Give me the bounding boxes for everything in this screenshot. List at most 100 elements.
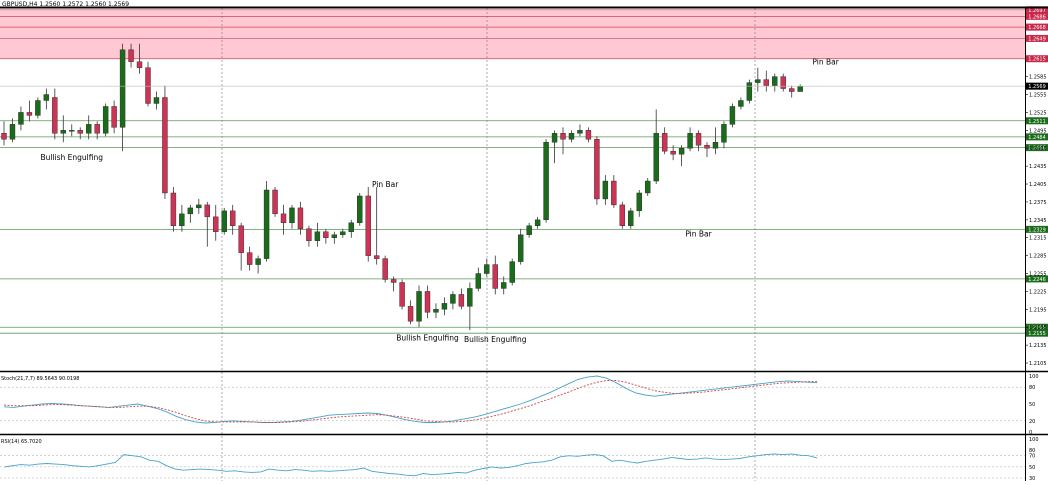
bear-candle <box>52 97 58 134</box>
bear-candle <box>407 306 414 322</box>
rsi-tick-label: 80 <box>1029 448 1035 454</box>
bull-candle <box>18 112 24 125</box>
price-tick-label: 1.2405 <box>1029 182 1047 188</box>
bull-candle <box>568 133 575 140</box>
price-tick-label: 1.2285 <box>1029 254 1047 260</box>
bull-candle <box>255 258 261 265</box>
bull-candle <box>331 234 338 238</box>
bull-candle <box>289 207 295 224</box>
price-tick-label: 1.2555 <box>1029 93 1047 99</box>
bull-candle <box>187 207 194 215</box>
stoch-tick-label: 0 <box>1029 430 1032 436</box>
bull-candle <box>551 133 558 143</box>
current-price-bg <box>1026 82 1048 90</box>
bear-candle <box>585 130 592 140</box>
bear-candle <box>111 106 117 128</box>
pattern-label: Pin Bar <box>685 230 712 239</box>
bull-candle <box>687 133 693 149</box>
bear-candle <box>77 130 83 134</box>
bear-candle <box>272 189 278 215</box>
stochastic-panel: Stoch(21,7,7) 89.5643 90.0198 100 80 50 20 0 <box>0 374 1039 436</box>
pattern-annotations: Bullish Engulfing Pin Bar Bullish Engulfin… <box>40 58 839 344</box>
bear-candle <box>128 49 134 62</box>
bull-candle <box>543 142 549 221</box>
stoch-tick-label: 20 <box>1029 419 1035 425</box>
bull-candle <box>153 97 160 104</box>
bear-candle <box>162 97 168 194</box>
bear-candle <box>780 76 786 89</box>
price-tick-label: 1.2375 <box>1029 200 1047 206</box>
stoch-main-line <box>3 375 818 424</box>
bull-candle <box>196 204 202 209</box>
bull-candle <box>509 261 515 283</box>
level-label-bg <box>1026 117 1048 125</box>
bear-candle <box>204 204 210 218</box>
rsi-tick-label: 50 <box>1029 465 1035 471</box>
bear-candle <box>382 258 388 280</box>
rsi-line <box>3 453 818 477</box>
bear-candle <box>213 216 219 232</box>
time-grid <box>221 8 756 481</box>
bull-candle <box>678 148 685 155</box>
bull-candle <box>738 100 744 107</box>
bear-candle <box>365 195 371 256</box>
price-tick-label: 1.2255 <box>1029 272 1047 278</box>
bull-candle <box>467 288 473 307</box>
bull-candle <box>712 142 719 149</box>
price-tick-label: 1.2105 <box>1029 361 1047 367</box>
current-price-label: 1.2569 <box>1028 84 1046 90</box>
zone-label: 1.2615 <box>1028 57 1046 63</box>
bear-candle <box>670 151 676 155</box>
bull-candle <box>484 264 490 274</box>
bear-candle <box>280 213 287 224</box>
bull-candle <box>653 133 659 182</box>
bear-candle <box>373 255 380 259</box>
level-label: 1.2246 <box>1028 277 1046 283</box>
level-label: 1.2466 <box>1028 146 1046 152</box>
rsi-tick-label: 70 <box>1029 454 1035 460</box>
bear-candle <box>695 133 702 146</box>
bear-candle <box>94 124 100 134</box>
bull-candle <box>43 94 50 101</box>
bear-candle <box>492 264 498 289</box>
stoch-tick-label: 50 <box>1029 402 1035 408</box>
bull-candle <box>517 234 524 262</box>
stoch-tick-label: 100 <box>1029 374 1039 380</box>
resistance-zone-fill <box>0 9 1025 59</box>
price-tick-label: 1.2165 <box>1029 325 1047 331</box>
bull-candle <box>450 294 456 304</box>
bull-candle <box>85 124 92 134</box>
zone-label-bg <box>1026 34 1048 42</box>
bear-candle <box>246 252 253 265</box>
bull-candle <box>645 180 651 194</box>
bull-candle <box>348 222 354 232</box>
bull-candle <box>357 195 363 224</box>
level-label: 1.2155 <box>1028 331 1046 337</box>
level-label: 1.2165 <box>1028 325 1046 331</box>
zone-label-bg <box>1026 6 1048 14</box>
bull-candle <box>340 231 346 235</box>
rsi-tick-label: 100 <box>1029 437 1039 443</box>
price-tick-label: 1.2435 <box>1029 164 1047 170</box>
price-tick-label: 1.2315 <box>1029 236 1047 242</box>
bear-candle <box>789 88 795 92</box>
bear-candle <box>323 231 329 238</box>
bull-candle <box>772 76 778 86</box>
price-tick-label: 1.2225 <box>1029 289 1047 295</box>
zone-label-bg <box>1026 55 1048 63</box>
bear-candle <box>619 204 626 226</box>
zone-label: 1.2649 <box>1028 36 1046 42</box>
level-label: 1.2484 <box>1028 135 1046 141</box>
price-tick-label: 1.2135 <box>1029 343 1047 349</box>
stoch-label: Stoch(21,7,7) 89.5643 90.0198 <box>1 376 79 382</box>
zone-label: 1.2686 <box>1028 14 1046 20</box>
pattern-label: Bullish Engulfing <box>396 333 459 342</box>
level-label-bg <box>1026 133 1048 141</box>
bull-candle <box>69 130 75 132</box>
bull-candle <box>9 124 16 140</box>
